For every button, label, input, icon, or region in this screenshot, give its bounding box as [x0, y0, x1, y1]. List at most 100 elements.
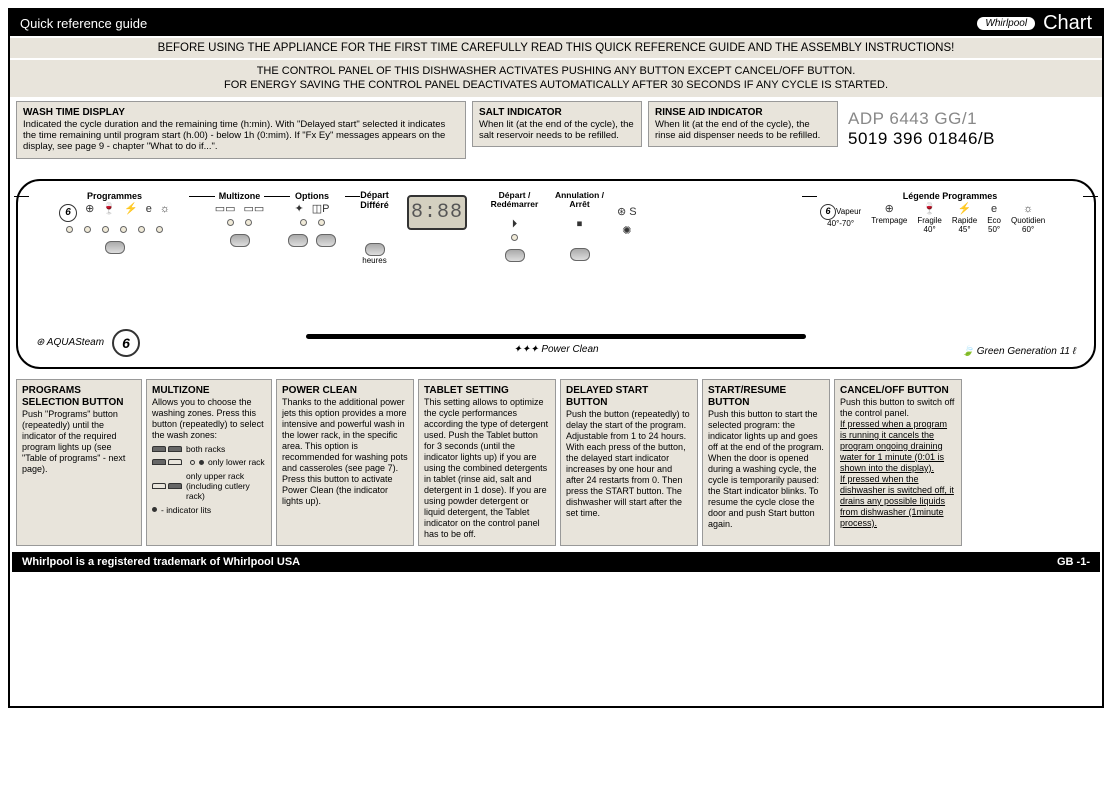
info-banner: THE CONTROL PANEL OF THIS DISHWASHER ACT…: [10, 60, 1102, 97]
footer-bar: Whirlpool is a registered trademark of W…: [12, 552, 1100, 572]
legend-item: 6Vapeur40°-70°: [820, 204, 861, 235]
start-led: [511, 234, 518, 241]
callout-body: Indicated the cycle duration and the rem…: [23, 119, 459, 153]
callout-title: TABLET SETTING: [424, 385, 550, 397]
programs-button[interactable]: [105, 241, 125, 254]
tablet-icon: ◫P: [312, 204, 330, 215]
stop-icon: ⏹: [577, 218, 583, 230]
callout-title: MULTIZONE: [152, 385, 266, 397]
callout-wash-display: WASH TIME DISPLAY Indicated the cycle du…: [16, 101, 466, 159]
section-programmes: Programmes: [32, 191, 197, 201]
play-icon: ⏵: [512, 218, 518, 230]
callout-body-1: Push this button to switch off the contr…: [840, 397, 956, 419]
daily-icon: ☼: [160, 204, 170, 222]
callout-title: SALT INDICATOR: [479, 107, 635, 119]
eco-icon: e: [146, 204, 152, 222]
green-generation-logo: 🍃 Green Generation 11 ℓ: [962, 346, 1076, 357]
callout-start: START/RESUME BUTTON Push this button to …: [702, 379, 830, 546]
tablet-button[interactable]: [316, 234, 336, 247]
callout-powerclean: POWER CLEAN Thanks to the additional pow…: [276, 379, 414, 546]
salt-icon: ⊛ S: [617, 206, 637, 218]
sixth-sense-small-icon: 6: [820, 204, 836, 220]
chart-label: Chart: [1043, 12, 1092, 35]
callout-body: This setting allows to optimize the cycl…: [424, 397, 550, 540]
section-options: Options: [282, 191, 342, 201]
callout-body: Allows you to choose the washing zones. …: [152, 397, 266, 441]
callout-title: WASH TIME DISPLAY: [23, 107, 459, 119]
callout-salt: SALT INDICATOR When lit (at the end of t…: [472, 101, 642, 148]
legend-items: 6Vapeur40°-70° ⊕Trempage 🍷Fragile40° ⚡Ra…: [820, 204, 1080, 235]
program-led: [66, 226, 73, 233]
time-display: 8:88: [407, 195, 467, 230]
wash-icon: ⊕: [85, 204, 94, 222]
callout-title: START/RESUME BUTTON: [708, 385, 824, 409]
section-start: Départ / Redémarrer: [487, 191, 542, 210]
option-led: [300, 219, 307, 226]
aquasteam-logo: ⊛ AQUASteam 6: [36, 329, 140, 357]
fragile-icon: 🍷: [917, 204, 941, 215]
callout-title: RINSE AID INDICATOR: [655, 107, 831, 119]
door-handle: [306, 334, 806, 339]
callout-delayed: DELAYED START BUTTON Push the button (re…: [560, 379, 698, 546]
callout-body: When lit (at the end of the cycle), the …: [655, 119, 831, 142]
powerclean-button[interactable]: [288, 234, 308, 247]
page-number: GB -1-: [1057, 556, 1090, 568]
daily-legend-icon: ☼: [1011, 204, 1045, 215]
model-info: ADP 6443 GG/1 5019 396 01846/B: [844, 101, 1096, 157]
section-cancel: Annulation / Arrêt: [552, 191, 607, 210]
rapid-legend-icon: ⚡: [952, 204, 977, 215]
zone-both: both racks: [152, 444, 266, 454]
legend-item: ⊕Trempage: [871, 204, 907, 235]
multizone-button[interactable]: [230, 234, 250, 247]
zone-led: [227, 219, 234, 226]
callout-body: Push the button (repeatedly) to delay th…: [566, 409, 692, 519]
powerclean-icon: ✦: [295, 204, 304, 215]
zone-upper: only upper rack (including cutlery rack): [152, 471, 266, 502]
program-led: [120, 226, 127, 233]
section-multizone: Multizone: [207, 191, 272, 201]
callout-body-3: If pressed when the dishwasher is switch…: [840, 474, 956, 529]
trademark-text: Whirlpool is a registered trademark of W…: [22, 556, 300, 568]
logo-whirlpool: Whirlpool: [977, 17, 1035, 30]
section-depart: DépartDifféré: [352, 191, 397, 211]
part-number: 5019 396 01846/B: [848, 129, 1092, 149]
start-button[interactable]: [505, 249, 525, 262]
header-title: Quick reference guide: [20, 16, 147, 31]
callout-body: When lit (at the end of the cycle), the …: [479, 119, 635, 142]
sixth-sense-large-icon: 6: [112, 329, 140, 357]
zone-led: [245, 219, 252, 226]
control-panel: Programmes 6 ⊕ 🍷 ⚡ e ☼: [16, 179, 1096, 369]
rack-icon: ▭▭: [244, 204, 265, 215]
sixth-sense-icon: 6: [59, 204, 77, 222]
powerclean-logo: ✦✦✦ Power Clean: [513, 344, 598, 355]
model-number: ADP 6443 GG/1: [848, 109, 1092, 129]
warning-banner: BEFORE USING THE APPLIANCE FOR THE FIRST…: [10, 38, 1102, 58]
zone-lower: only lower rack: [152, 457, 266, 467]
callout-title: CANCEL/OFF BUTTON: [840, 385, 956, 397]
callout-body: Push "Programs" button (repeatedly) unti…: [22, 409, 136, 475]
callout-title: PROGRAMS SELECTION BUTTON: [22, 385, 136, 409]
callout-tablet: TABLET SETTING This setting allows to op…: [418, 379, 556, 546]
program-led: [84, 226, 91, 233]
callout-cancel: CANCEL/OFF BUTTON Push this button to sw…: [834, 379, 962, 546]
info-line-1: THE CONTROL PANEL OF THIS DISHWASHER ACT…: [18, 64, 1094, 78]
legend-item: eEco50°: [987, 204, 1001, 235]
program-led: [138, 226, 145, 233]
callout-body: Thanks to the additional power jets this…: [282, 397, 408, 507]
legend-item: ⚡Rapide45°: [952, 204, 977, 235]
legend-item: 🍷Fragile40°: [917, 204, 941, 235]
program-led: [156, 226, 163, 233]
program-led: [102, 226, 109, 233]
callout-title: POWER CLEAN: [282, 385, 408, 397]
soak-icon: ⊕: [871, 204, 907, 215]
heures-label: heures: [352, 256, 397, 265]
callout-rinse: RINSE AID INDICATOR When lit (at the end…: [648, 101, 838, 148]
cancel-button[interactable]: [570, 248, 590, 261]
callout-body: Push this button to start the selected p…: [708, 409, 824, 530]
delay-button[interactable]: [365, 243, 385, 256]
info-line-2: FOR ENERGY SAVING THE CONTROL PANEL DEAC…: [18, 78, 1094, 92]
zone-indicator: - indicator lits: [152, 505, 266, 515]
callout-multizone: MULTIZONE Allows you to choose the washi…: [146, 379, 272, 546]
rinse-icon: ✺: [622, 225, 631, 237]
callout-title: DELAYED START BUTTON: [566, 385, 692, 409]
